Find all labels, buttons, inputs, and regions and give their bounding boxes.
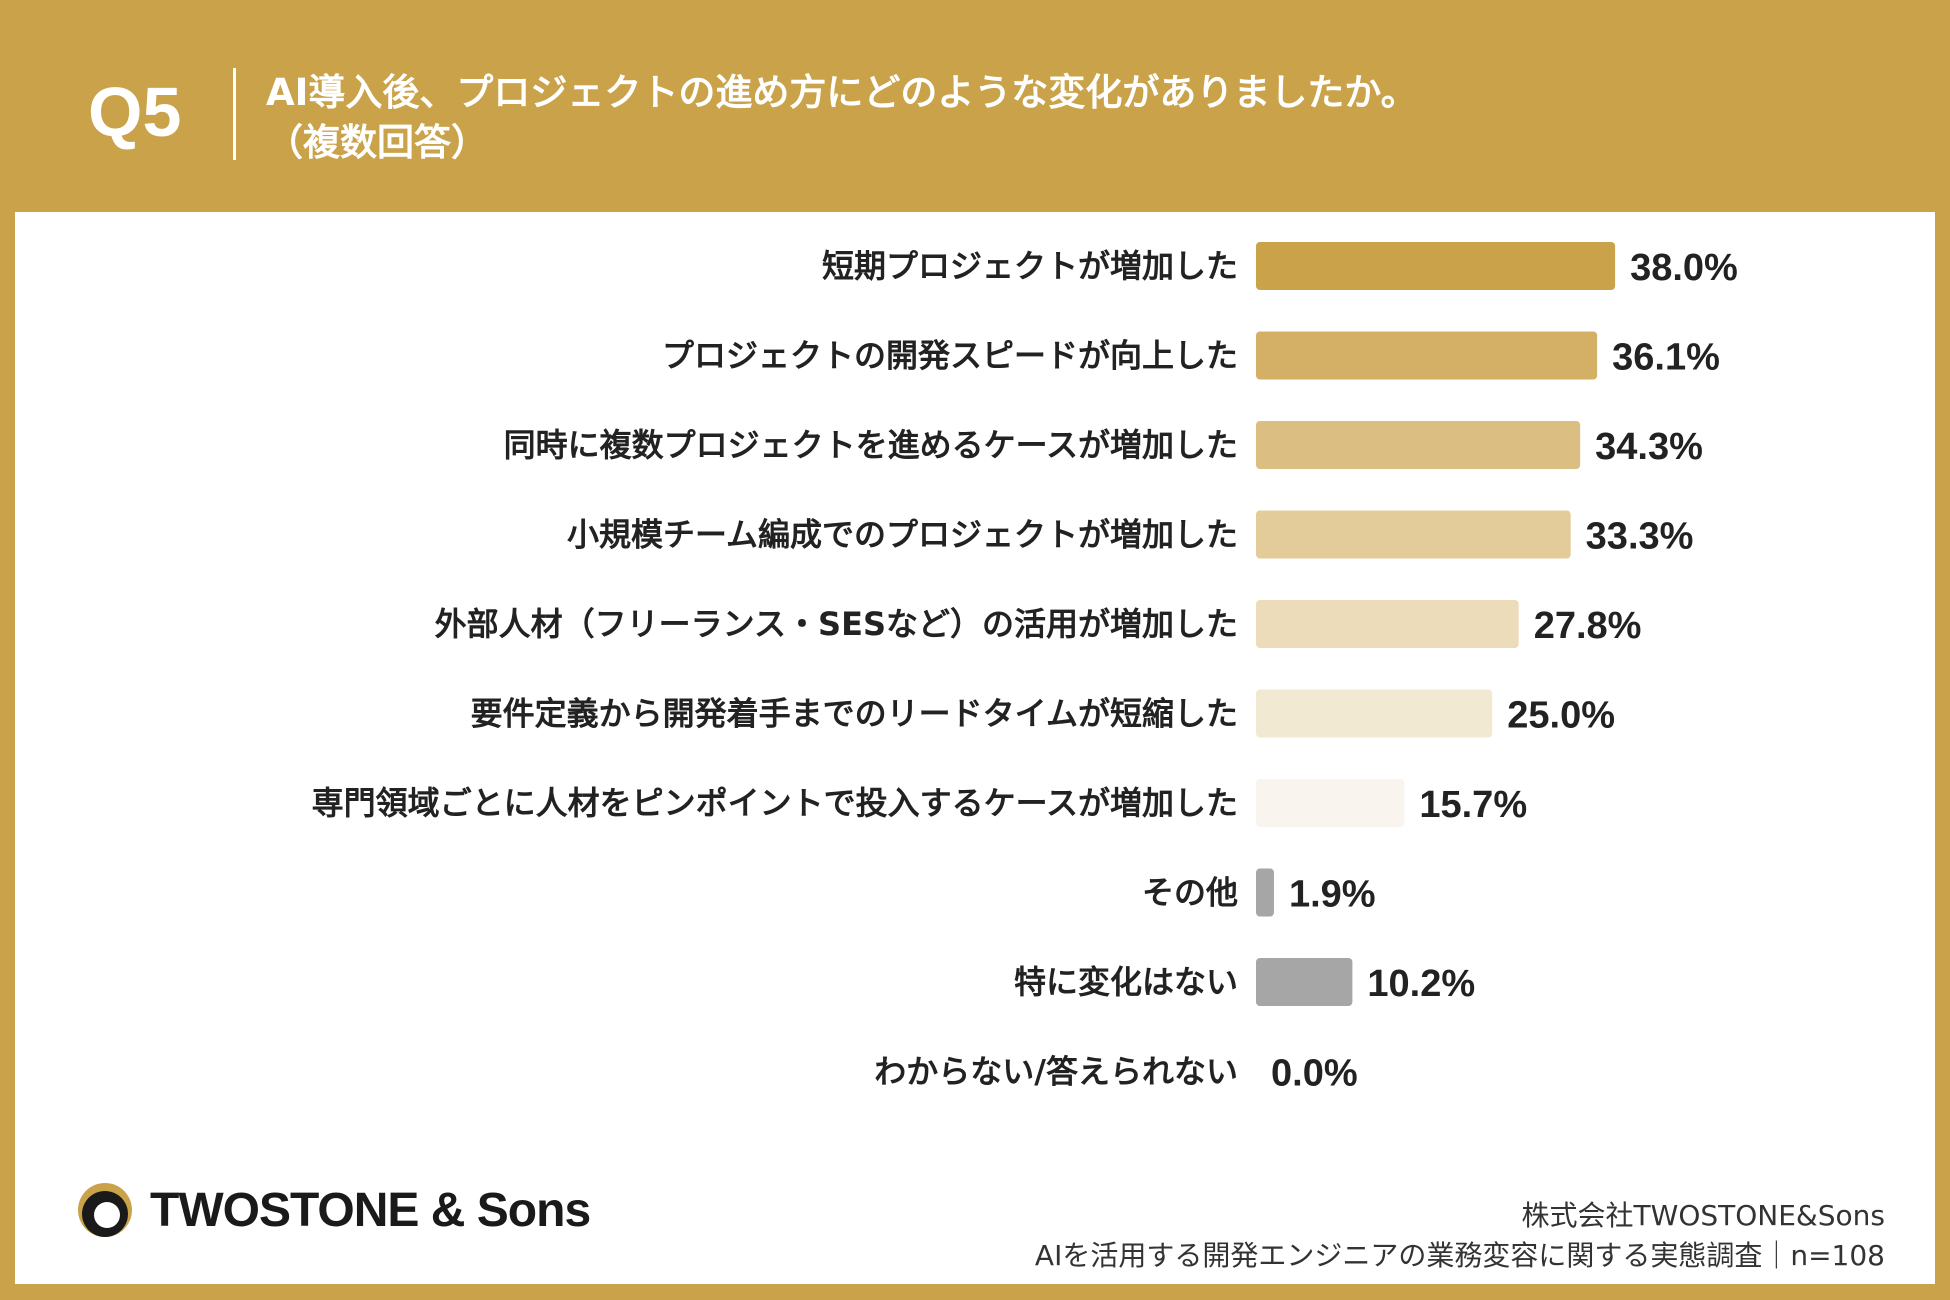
bar bbox=[1256, 868, 1274, 917]
value-label: 36.1% bbox=[1612, 337, 1720, 379]
bar bbox=[1256, 958, 1353, 1006]
header-divider bbox=[233, 68, 236, 160]
value-label: 27.8% bbox=[1534, 605, 1642, 647]
bar-label: その他 bbox=[1142, 874, 1238, 912]
value-label: 38.0% bbox=[1630, 247, 1738, 289]
bar bbox=[1256, 600, 1519, 648]
question-title: AI導入後、プロジェクトの進め方にどのような変化がありましたか。 bbox=[266, 71, 1418, 114]
value-label: 25.0% bbox=[1507, 695, 1615, 737]
bar-label: わからない/答えられない bbox=[874, 1053, 1238, 1091]
bar-label: 小規模チーム編成でのプロジェクトが増加した bbox=[567, 516, 1238, 554]
bar bbox=[1256, 689, 1493, 738]
bar-label: 専門領域ごとに人材をピンポイントで投入するケースが増加した bbox=[312, 784, 1238, 822]
value-label: 33.3% bbox=[1586, 516, 1694, 558]
bar-label: 同時に複数プロジェクトを進めるケースが増加した bbox=[504, 426, 1238, 464]
value-label: 15.7% bbox=[1419, 784, 1527, 826]
value-label: 1.9% bbox=[1289, 874, 1376, 916]
source-company: 株式会社TWOSTONE&Sons bbox=[1521, 1199, 1885, 1232]
logo-text: TWOSTONE & Sons bbox=[150, 1183, 591, 1237]
company-logo: TWOSTONE & Sons bbox=[74, 1180, 591, 1240]
bar-label: 要件定義から開発着手までのリードタイムが短縮した bbox=[471, 695, 1238, 733]
value-label: 34.3% bbox=[1595, 426, 1703, 468]
source-survey: AIを活用する開発エンジニアの業務変容に関する実態調査｜n=108 bbox=[1034, 1239, 1885, 1272]
bar-label: プロジェクトの開発スピードが向上した bbox=[662, 337, 1238, 375]
bar-label: 短期プロジェクトが増加した bbox=[822, 247, 1238, 285]
value-label: 10.2% bbox=[1367, 963, 1475, 1005]
question-header: Q5 AI導入後、プロジェクトの進め方にどのような変化がありましたか。 （複数回… bbox=[0, 0, 1950, 210]
bar bbox=[1256, 421, 1581, 469]
question-subtitle: （複数回答） bbox=[266, 121, 488, 164]
bar-label: 外部人材（フリーランス・SESなど）の活用が増加した bbox=[435, 605, 1238, 643]
question-number: Q5 bbox=[88, 73, 182, 151]
chart-panel: 短期プロジェクトが増加した 38.0% プロジェクトの開発スピードが向上した 36.1… bbox=[15, 212, 1935, 1284]
bar bbox=[1256, 242, 1616, 290]
bar-label: 特に変化はない bbox=[1014, 963, 1238, 1001]
value-label: 0.0% bbox=[1271, 1053, 1358, 1095]
bar bbox=[1256, 331, 1598, 380]
bar bbox=[1256, 779, 1405, 827]
crescent-logo-icon bbox=[78, 1183, 132, 1237]
bar-chart: 短期プロジェクトが増加した 38.0% プロジェクトの開発スピードが向上した 36.1… bbox=[312, 242, 1738, 1095]
bar bbox=[1256, 510, 1571, 559]
